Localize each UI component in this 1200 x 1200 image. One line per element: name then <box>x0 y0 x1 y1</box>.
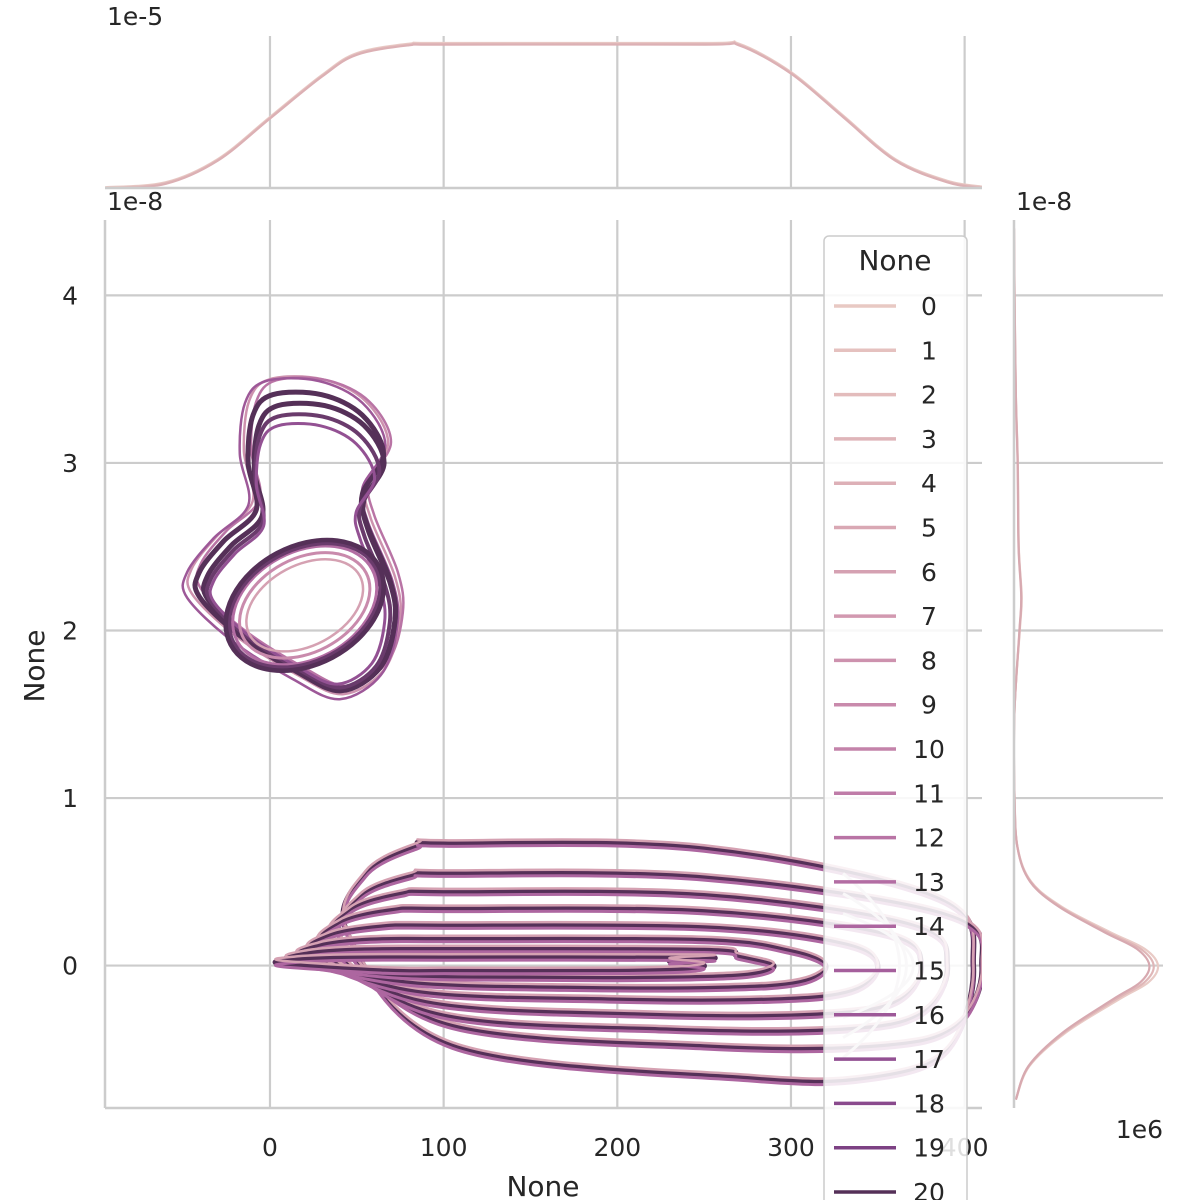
lower-cluster-contour <box>336 868 982 1047</box>
y-tick-label: 0 <box>62 952 78 981</box>
legend-label: 10 <box>913 735 945 764</box>
legend-label: 5 <box>921 514 937 543</box>
legend-label: 12 <box>913 824 945 853</box>
legend-label: 20 <box>913 1178 945 1200</box>
legend-label: 15 <box>913 957 945 986</box>
upper-cluster-inner-contour <box>238 551 372 660</box>
x-tick-label: 0 <box>262 1133 278 1162</box>
y-tick-label: 1 <box>62 784 78 813</box>
legend-label: 9 <box>921 691 937 720</box>
legend-label: 7 <box>921 602 937 631</box>
main-y-offset-label: 1e-8 <box>107 187 163 216</box>
y-tick-label: 4 <box>62 281 78 310</box>
legend-label: 3 <box>921 425 937 454</box>
legend-label: 14 <box>913 912 945 941</box>
upper-cluster-inner-contour <box>223 537 387 674</box>
legend-frame <box>823 235 968 1200</box>
legend-label: 6 <box>921 558 937 587</box>
legend-label: 0 <box>921 292 937 321</box>
lower-cluster-contour <box>273 958 717 976</box>
top-marginal-axes: 1e-5 <box>105 2 982 190</box>
x-axis-label: None <box>506 1170 579 1200</box>
right-marginal-offset-label: 1e-8 <box>1016 187 1072 216</box>
top-marginal-density-curve <box>105 41 982 188</box>
upper-cluster-inner-contour <box>231 544 379 667</box>
legend-title: None <box>858 244 931 277</box>
top-marginal-density-curve <box>105 41 982 188</box>
y-tick-label: 3 <box>62 449 78 478</box>
x-tick-label: 100 <box>420 1133 468 1162</box>
legend-label: 13 <box>913 868 945 897</box>
legend-label: 19 <box>913 1134 945 1163</box>
legend-label: 16 <box>913 1001 945 1030</box>
x-tick-label: 200 <box>593 1133 641 1162</box>
lower-cluster-contour <box>336 874 982 1054</box>
top-marginal-offset-label: 1e-5 <box>107 2 163 31</box>
y-tick-label: 2 <box>62 616 78 645</box>
top-marginal-density-curve <box>105 40 982 188</box>
legend-label: 1 <box>921 336 937 365</box>
legend-label: 17 <box>913 1045 945 1074</box>
legend-label: 8 <box>921 646 937 675</box>
x-tick-label: 300 <box>767 1133 815 1162</box>
lower-cluster-contour <box>294 940 828 993</box>
lower-cluster-contour <box>274 952 717 970</box>
lower-cluster-contour <box>272 954 718 974</box>
upper-cluster-inner-contour <box>228 542 382 669</box>
right-marginal-axes: 1e-8 1e6 <box>1012 187 1163 1144</box>
upper-cluster-inner-contour <box>245 558 365 653</box>
right-marginal-density-curve <box>1014 228 1151 1100</box>
lower-cluster-contour <box>284 950 776 983</box>
right-marginal-density-curve <box>1014 228 1155 1100</box>
right-marginal-scale-label: 1e6 <box>1116 1115 1163 1144</box>
legend-label: 11 <box>913 779 945 808</box>
legend-label: 2 <box>921 381 937 410</box>
right-marginal-density-curve <box>1014 228 1160 1101</box>
legend-label: 4 <box>921 469 937 498</box>
y-axis-label: None <box>18 629 51 702</box>
legend-label: 18 <box>913 1089 945 1118</box>
lower-cluster-contour <box>293 935 829 991</box>
